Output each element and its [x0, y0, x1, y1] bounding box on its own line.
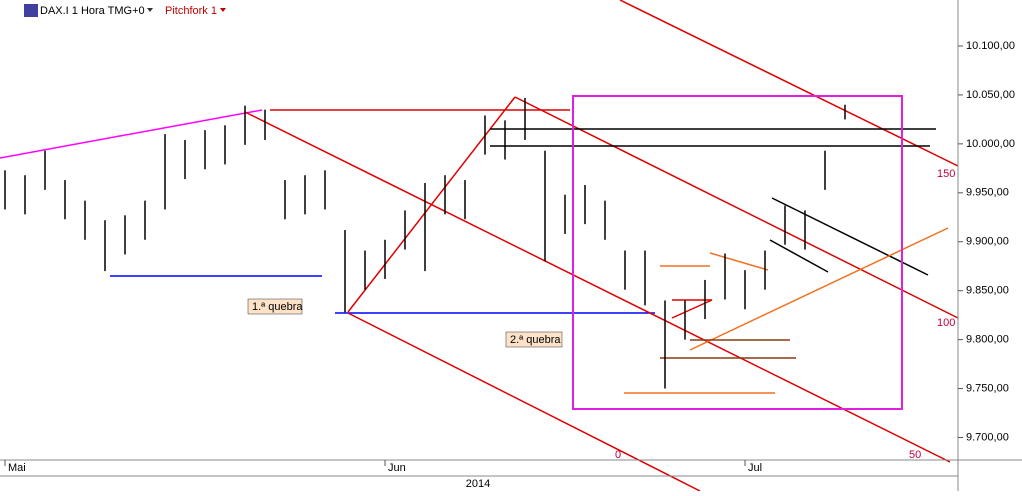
pitchfork-line: [514, 96, 959, 319]
channel-line: [769, 239, 829, 273]
pitchfork-level: 100: [937, 317, 955, 329]
annotation-box: [247, 298, 303, 315]
trend-line: [709, 252, 769, 271]
study[interactable]: Pitchfork 1: [165, 5, 217, 17]
pitchfork-level: 0: [615, 449, 621, 461]
year-label: 2014: [466, 478, 490, 490]
dropdown-arrow[interactable]: [220, 8, 226, 12]
annotation: 1.ª quebra: [252, 301, 303, 313]
trend-line: [0, 109, 263, 159]
dropdown-arrow[interactable]: [147, 8, 153, 12]
symbol-icon: [24, 4, 38, 17]
y-tick-label: 10.050,00: [966, 89, 1015, 101]
y-tick-label: 9.950,00: [966, 187, 1009, 199]
trend-line: [689, 227, 949, 351]
symbol: DAX.I 1 Hora TMG+0: [40, 5, 145, 17]
y-tick-label: 10.000,00: [966, 138, 1015, 150]
y-tick-label: 9.800,00: [966, 334, 1009, 346]
x-tick-label: Jun: [388, 462, 406, 474]
pitchfork-level: 50: [909, 449, 921, 461]
pitchfork-line: [244, 111, 951, 463]
y-tick-label: 10.100,00: [966, 40, 1015, 52]
pitchfork-level: 150: [937, 168, 955, 180]
x-tick-label: Jul: [748, 462, 762, 474]
highlight-box: [572, 95, 903, 410]
y-tick-label: 9.850,00: [966, 285, 1009, 297]
price-bars: [4, 97, 846, 389]
header: [0, 0, 260, 20]
x-tick-label: Mai: [8, 462, 26, 474]
annotation-box: [505, 331, 563, 348]
y-tick-label: 9.750,00: [966, 382, 1009, 394]
y-tick-label: 9.900,00: [966, 236, 1009, 248]
annotation: 2.ª quebra: [510, 334, 561, 346]
y-tick-label: 9.700,00: [966, 431, 1009, 443]
pitchfork-line: [347, 312, 701, 492]
